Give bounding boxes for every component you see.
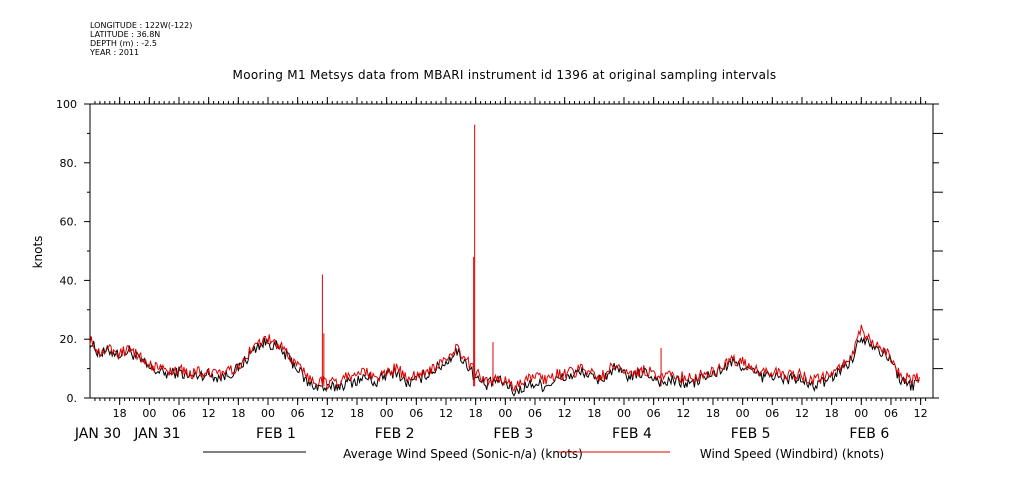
x-day-label: FEB 4 (612, 426, 652, 442)
x-tick-label: 06 (172, 407, 186, 420)
x-day-label: FEB 2 (375, 426, 415, 442)
metadata-block: LONGITUDE : 122W(-122) LATITUDE : 36.8N … (90, 21, 192, 57)
legend-label: Average Wind Speed (Sonic-n/a) (knots) (343, 447, 583, 461)
x-tick-label: 00 (617, 407, 631, 420)
x-tick-label: 00 (380, 407, 394, 420)
series-line-windbird-wind-speed (89, 324, 920, 393)
x-tick-label: 18 (231, 407, 245, 420)
y-tick-label: 20. (60, 333, 78, 346)
x-tick-label: 12 (439, 407, 453, 420)
x-tick-label: 06 (765, 407, 779, 420)
x-tick-label: 12 (558, 407, 572, 420)
x-day-label: FEB 5 (731, 426, 771, 442)
x-day-label: FEB 1 (256, 426, 296, 442)
x-tick-label: 12 (676, 407, 690, 420)
x-tick-label: 00 (854, 407, 868, 420)
chart-title: Mooring M1 Metsys data from MBARI instru… (232, 68, 777, 82)
legend: Average Wind Speed (Sonic-n/a) (knots) Wi… (203, 447, 884, 461)
x-day-label: FEB 3 (493, 426, 533, 442)
x-tick-label: 00 (142, 407, 156, 420)
x-tick-label: 00 (736, 407, 750, 420)
y-tick-label: 80. (60, 157, 78, 170)
x-tick-label: 18 (825, 407, 839, 420)
x-tick-label: 18 (469, 407, 483, 420)
x-tick-label: 12 (914, 407, 928, 420)
x-tick-label: 06 (884, 407, 898, 420)
x-tick-label: 18 (113, 407, 127, 420)
x-tick-label: 12 (202, 407, 216, 420)
x-tick-label: 06 (528, 407, 542, 420)
series-line-average-wind-speed (89, 336, 920, 397)
x-tick-label: 06 (291, 407, 305, 420)
x-tick-label: 18 (350, 407, 364, 420)
y-tick-label: 60. (60, 216, 78, 229)
y-tick-label: 0. (67, 392, 78, 405)
x-tick-label: 18 (706, 407, 720, 420)
depth-label: DEPTH (m) : -2.5 (90, 39, 157, 48)
x-tick-label: 00 (498, 407, 512, 420)
x-tick-label: 12 (320, 407, 334, 420)
x-tick-label: 12 (795, 407, 809, 420)
x-tick-label: 06 (409, 407, 423, 420)
y-tick-label: 40. (60, 274, 78, 287)
plot-area: 0. 20. 40. 60. 80. 100 18 00 06 12 18 00 06 12 18 00 06 1… (56, 97, 943, 442)
year-label: YEAR : 2011 (90, 48, 140, 57)
x-day-label: JAN 30 (74, 426, 121, 442)
x-tick-label: 06 (647, 407, 661, 420)
x-tick-label: 00 (261, 407, 275, 420)
legend-label: Wind Speed (Windbird) (knots) (700, 447, 884, 461)
x-day-label: JAN 31 (133, 426, 180, 442)
longitude-label: LONGITUDE : 122W(-122) (90, 21, 193, 30)
x-tick-label: 18 (587, 407, 601, 420)
plot-frame (89, 103, 934, 399)
y-axis-label: knots (31, 236, 45, 269)
latitude-label: LATITUDE : 36.8N (90, 30, 161, 39)
x-day-label: FEB 6 (849, 426, 889, 442)
y-tick-label: 100 (56, 98, 77, 111)
